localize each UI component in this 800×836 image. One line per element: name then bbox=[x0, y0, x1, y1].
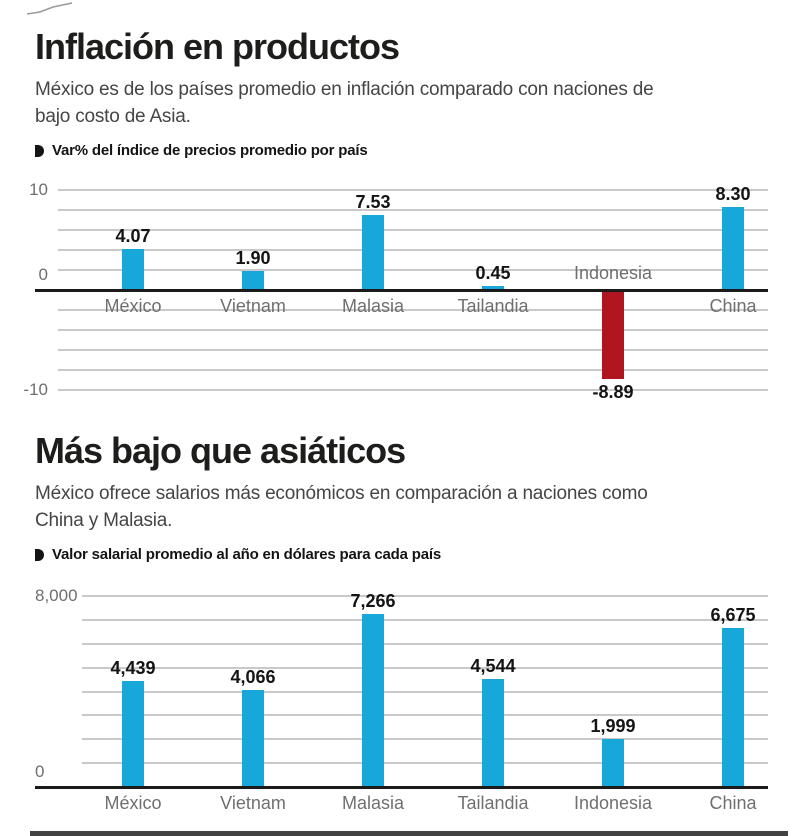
bar-indonesia bbox=[602, 739, 624, 787]
bar-malasia bbox=[362, 214, 384, 290]
section-subtitle-salaries: México ofrece salarios más económicos en… bbox=[35, 480, 648, 534]
category-label: México bbox=[104, 296, 162, 316]
gridline bbox=[82, 738, 768, 741]
gridline bbox=[82, 714, 768, 717]
gridline bbox=[58, 249, 768, 251]
gridline bbox=[58, 329, 768, 331]
bar-china bbox=[722, 627, 744, 787]
y-tick-label: 10 bbox=[29, 180, 48, 199]
gridline bbox=[82, 595, 768, 597]
bar-vietnam bbox=[242, 689, 264, 787]
value-label: 0.45 bbox=[475, 262, 511, 283]
gridline bbox=[82, 642, 768, 645]
legend-bullet-icon bbox=[35, 144, 44, 157]
footer-divider-bar bbox=[30, 831, 788, 836]
bar-china bbox=[722, 207, 744, 290]
gridline bbox=[58, 309, 768, 311]
bar-méxico bbox=[122, 681, 144, 787]
legend-inflation: Var% del índice de precios promedio por … bbox=[35, 142, 368, 159]
section-subtitle-inflation: México es de los países promedio en infl… bbox=[35, 76, 654, 130]
gridline bbox=[58, 229, 768, 231]
gridline bbox=[58, 389, 768, 391]
value-label: 7.53 bbox=[355, 191, 391, 212]
category-label: Tailandia bbox=[457, 296, 529, 316]
bar-tailandia bbox=[482, 678, 504, 787]
category-label: Vietnam bbox=[220, 296, 286, 316]
category-label: México bbox=[104, 793, 162, 813]
gridline bbox=[82, 666, 768, 669]
gridline bbox=[58, 269, 768, 271]
legend-bullet-icon bbox=[35, 548, 44, 561]
y-tick-label: -10 bbox=[23, 380, 48, 399]
category-label: Malasia bbox=[341, 296, 405, 316]
category-label: Indonesia bbox=[573, 263, 653, 283]
category-label: China bbox=[709, 793, 757, 813]
bar-vietnam bbox=[242, 271, 264, 290]
bar-tailandia bbox=[482, 285, 504, 290]
category-label: Tailandia bbox=[457, 793, 529, 813]
subtitle-line: China y Malasia. bbox=[35, 510, 173, 531]
gridline bbox=[58, 189, 768, 191]
gridline bbox=[58, 349, 768, 351]
legend-label: Valor salarial promedio al año en dólare… bbox=[52, 546, 441, 563]
value-label: 8.30 bbox=[715, 184, 751, 204]
bar-malasia bbox=[362, 613, 384, 787]
value-label: 4.07 bbox=[115, 226, 151, 247]
category-label: Vietnam bbox=[220, 793, 286, 813]
y-tick-label: 0 bbox=[35, 762, 45, 781]
value-label: 1.90 bbox=[235, 248, 271, 268]
category-label: Malasia bbox=[341, 793, 405, 813]
x-axis-zero-line bbox=[35, 785, 768, 789]
gridline bbox=[82, 690, 768, 693]
value-label: 4,066 bbox=[230, 666, 276, 687]
value-label: 4,439 bbox=[110, 658, 156, 679]
bar-méxico bbox=[122, 249, 144, 290]
category-label: China bbox=[709, 296, 757, 316]
subtitle-line: bajo costo de Asia. bbox=[35, 106, 191, 127]
bar-indonesia bbox=[602, 290, 624, 379]
y-tick-label: 0 bbox=[38, 265, 48, 284]
salary-bar-chart: 8,000 0 4,439 México 4,066 Vietnam 7,266 Malasi… bbox=[0, 580, 800, 825]
value-label: 7,266 bbox=[350, 590, 396, 611]
legend-salaries: Valor salarial promedio al año en dólare… bbox=[35, 546, 441, 563]
corner-line-mark bbox=[26, 2, 73, 15]
value-label: 4,544 bbox=[470, 655, 516, 676]
value-label: -8.89 bbox=[592, 381, 634, 402]
section-title-inflation: Inflación en productos bbox=[35, 26, 400, 67]
subtitle-line: México ofrece salarios más económicos en… bbox=[35, 483, 648, 504]
value-label: 6,675 bbox=[710, 604, 756, 625]
gridline bbox=[58, 369, 768, 371]
y-tick-label: 8,000 bbox=[35, 586, 78, 605]
gridline bbox=[82, 762, 768, 765]
inflation-bar-chart: 10 0 -10 4.07 México 1.90 Vietnam 7.53 Malasia 0.… bbox=[0, 175, 800, 425]
gridline bbox=[82, 618, 768, 621]
value-label: 1,999 bbox=[590, 716, 636, 737]
gridline bbox=[58, 209, 768, 211]
legend-label: Var% del índice de precios promedio por … bbox=[52, 142, 368, 159]
subtitle-line: México es de los países promedio en infl… bbox=[35, 79, 654, 100]
x-axis-zero-line bbox=[35, 288, 768, 292]
section-title-salaries: Más bajo que asiáticos bbox=[35, 430, 406, 471]
category-label: Indonesia bbox=[573, 793, 653, 813]
